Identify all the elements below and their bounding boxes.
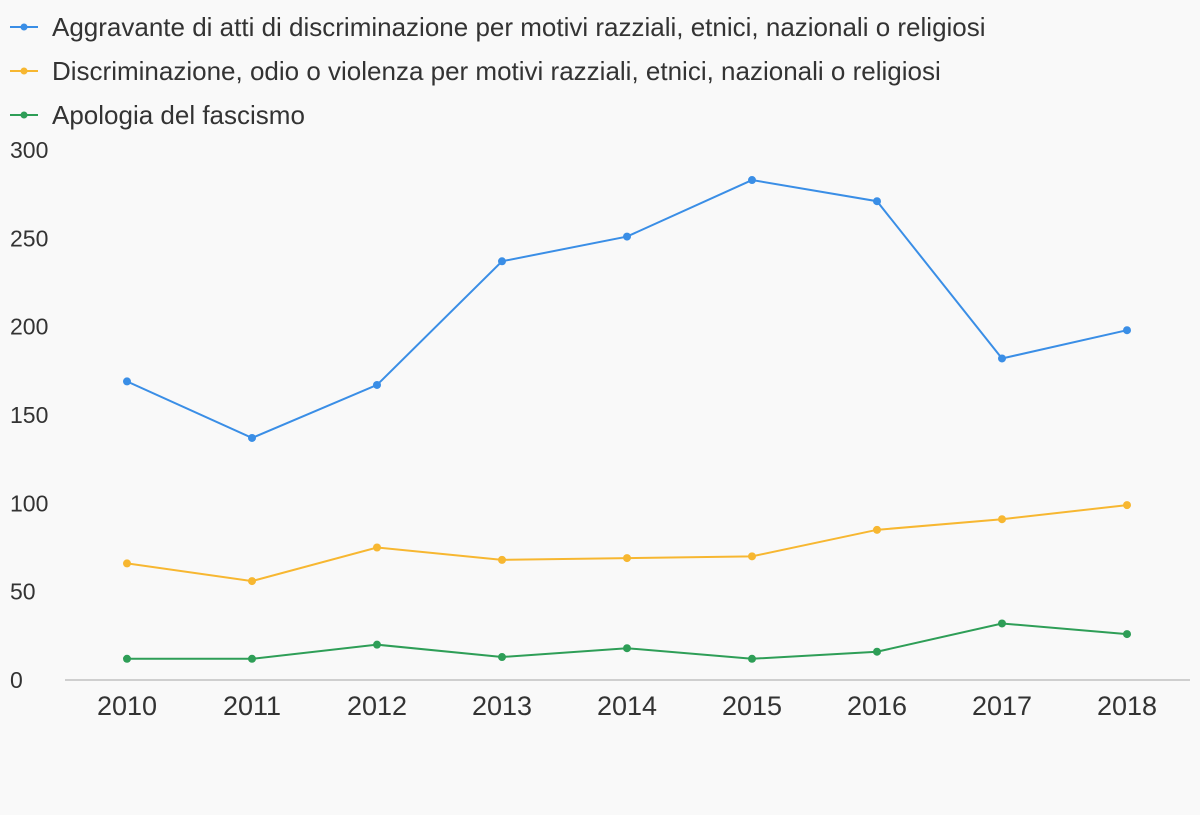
x-axis: 2010 2011 2012 2013 2014 2015 2016 2017 2018	[65, 679, 1190, 721]
data-point	[1123, 630, 1131, 639]
series-group	[123, 176, 1131, 442]
series-line	[126, 178, 1128, 440]
legend-label: Discriminazione, odio o violenza per mot…	[52, 56, 941, 86]
x-tick-label: 2013	[472, 691, 532, 721]
legend-item: Aggravante di atti di discriminazione pe…	[10, 12, 986, 42]
x-tick-label: 2017	[972, 691, 1032, 721]
y-axis: 0 50 100 150 200 250 300	[10, 137, 48, 693]
legend-label: Apologia del fascismo	[52, 100, 305, 130]
data-point	[873, 197, 881, 206]
y-tick-label: 250	[10, 225, 48, 251]
legend-item: Discriminazione, odio o violenza per mot…	[10, 56, 941, 86]
data-point	[873, 525, 881, 534]
data-point	[748, 654, 756, 663]
legend-item: Apologia del fascismo	[10, 100, 305, 130]
y-tick-label: 0	[10, 667, 23, 693]
data-point	[748, 176, 756, 185]
y-tick-label: 50	[10, 579, 36, 605]
data-point	[873, 647, 881, 656]
data-point	[373, 640, 381, 649]
data-point	[373, 543, 381, 552]
data-point	[998, 515, 1006, 524]
legend-marker	[20, 23, 28, 31]
x-tick-label: 2014	[597, 691, 657, 721]
x-tick-label: 2018	[1097, 691, 1157, 721]
legend-label: Aggravante di atti di discriminazione pe…	[52, 12, 986, 42]
data-point	[248, 577, 256, 586]
data-point	[1123, 501, 1131, 510]
x-tick-label: 2011	[223, 691, 281, 721]
data-point	[498, 257, 506, 266]
data-point	[998, 354, 1006, 363]
plot-series	[123, 176, 1131, 663]
data-point	[123, 559, 131, 568]
legend-marker	[20, 111, 28, 119]
data-point	[248, 433, 256, 442]
data-point	[123, 654, 131, 663]
data-point	[123, 377, 131, 386]
y-tick-label: 200	[10, 314, 48, 340]
data-point	[498, 555, 506, 564]
y-tick-label: 150	[10, 402, 48, 428]
y-tick-label: 300	[10, 137, 48, 163]
series-line	[126, 504, 1128, 583]
data-point	[373, 380, 381, 389]
data-point	[498, 653, 506, 662]
series-line	[127, 622, 1128, 660]
series-group	[123, 619, 1131, 663]
y-tick-label: 100	[10, 490, 48, 516]
legend: Aggravante di atti di discriminazione pe…	[10, 12, 986, 130]
data-point	[623, 644, 631, 653]
data-point	[1123, 326, 1131, 335]
data-point	[623, 554, 631, 563]
x-tick-label: 2010	[97, 691, 157, 721]
x-tick-label: 2015	[722, 691, 782, 721]
data-point	[998, 619, 1006, 628]
data-point	[248, 654, 256, 663]
x-tick-label: 2012	[347, 691, 407, 721]
legend-marker	[20, 67, 28, 75]
x-tick-label: 2016	[847, 691, 907, 721]
data-point	[748, 552, 756, 561]
series-group	[123, 501, 1131, 586]
data-point	[623, 232, 631, 241]
